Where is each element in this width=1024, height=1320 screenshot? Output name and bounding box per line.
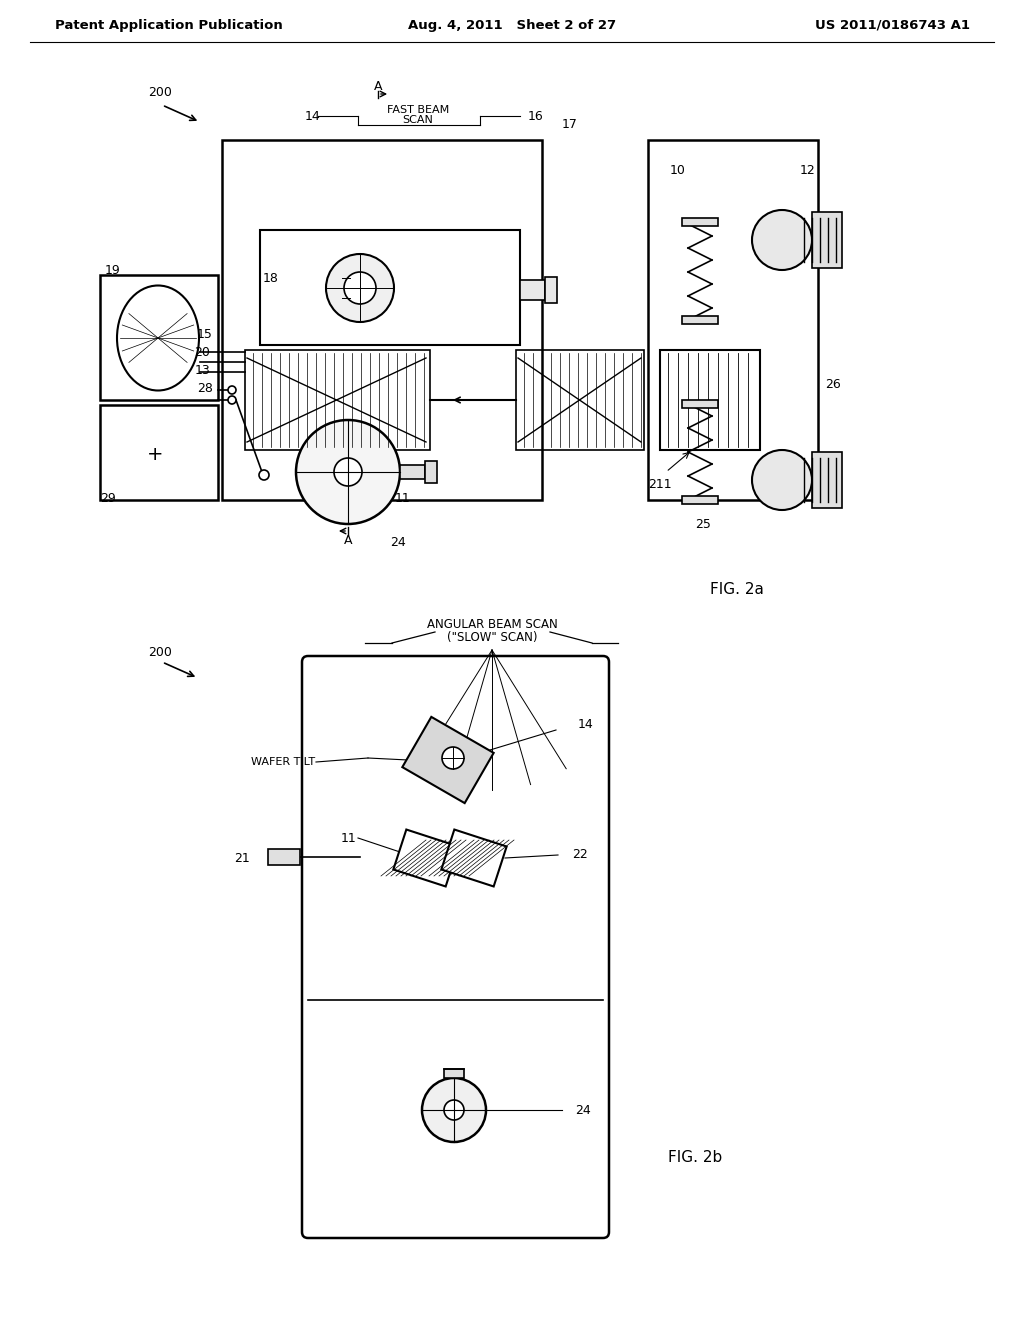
Circle shape xyxy=(444,1100,464,1119)
Bar xyxy=(812,213,842,268)
Bar xyxy=(545,277,557,304)
Text: 21: 21 xyxy=(234,851,250,865)
Text: 24: 24 xyxy=(575,1104,591,1117)
Text: 26: 26 xyxy=(825,379,841,392)
Text: 20: 20 xyxy=(195,346,210,359)
Circle shape xyxy=(752,450,812,510)
Circle shape xyxy=(326,253,394,322)
Text: 12: 12 xyxy=(800,164,816,177)
Bar xyxy=(260,230,520,345)
Text: 24: 24 xyxy=(390,536,406,549)
FancyBboxPatch shape xyxy=(302,656,609,1238)
Text: A: A xyxy=(374,79,382,92)
Polygon shape xyxy=(441,829,507,887)
Text: 22: 22 xyxy=(572,849,588,862)
Bar xyxy=(245,350,430,450)
Text: FAST BEAM: FAST BEAM xyxy=(387,106,450,115)
Bar xyxy=(222,140,542,500)
Circle shape xyxy=(259,470,269,480)
Text: 15: 15 xyxy=(198,329,213,342)
Text: 11: 11 xyxy=(395,491,411,504)
Text: 200: 200 xyxy=(148,645,172,659)
Text: Aug. 4, 2011   Sheet 2 of 27: Aug. 4, 2011 Sheet 2 of 27 xyxy=(408,18,616,32)
Text: +: + xyxy=(146,446,163,465)
Polygon shape xyxy=(393,829,459,887)
Bar xyxy=(812,451,842,508)
Text: 14: 14 xyxy=(304,110,319,123)
Circle shape xyxy=(422,1078,486,1142)
Text: 14: 14 xyxy=(578,718,594,731)
Polygon shape xyxy=(402,717,494,803)
Text: 10: 10 xyxy=(670,164,686,177)
Text: 13: 13 xyxy=(195,363,210,376)
Text: FIG. 2a: FIG. 2a xyxy=(710,582,764,598)
Circle shape xyxy=(442,747,464,770)
Bar xyxy=(268,849,300,865)
Text: 29: 29 xyxy=(100,491,116,504)
Bar xyxy=(660,350,760,450)
Bar xyxy=(100,275,218,400)
Text: 19: 19 xyxy=(105,264,121,276)
Text: A: A xyxy=(344,533,352,546)
Text: 11: 11 xyxy=(340,832,356,845)
Bar xyxy=(400,465,425,479)
Circle shape xyxy=(334,458,362,486)
Circle shape xyxy=(228,396,236,404)
Bar xyxy=(520,280,545,300)
Text: SCAN: SCAN xyxy=(402,115,433,125)
Bar xyxy=(682,315,718,323)
Text: FIG. 2b: FIG. 2b xyxy=(668,1151,722,1166)
Text: 211: 211 xyxy=(648,478,672,491)
Circle shape xyxy=(344,272,376,304)
Bar xyxy=(516,350,644,450)
Bar xyxy=(444,1069,464,1078)
Bar xyxy=(425,461,437,483)
Text: WAFER TILT: WAFER TILT xyxy=(251,756,315,767)
Text: ANGULAR BEAM SCAN: ANGULAR BEAM SCAN xyxy=(427,619,557,631)
Circle shape xyxy=(752,210,812,271)
Text: 18: 18 xyxy=(263,272,279,285)
Text: US 2011/0186743 A1: US 2011/0186743 A1 xyxy=(815,18,970,32)
Circle shape xyxy=(296,420,400,524)
Text: ("SLOW" SCAN): ("SLOW" SCAN) xyxy=(446,631,538,644)
Bar xyxy=(682,400,718,408)
Bar xyxy=(682,218,718,226)
Bar xyxy=(682,496,718,504)
Bar xyxy=(648,140,818,500)
Bar xyxy=(100,405,218,500)
Text: 17: 17 xyxy=(562,119,578,132)
Circle shape xyxy=(228,385,236,393)
Text: Patent Application Publication: Patent Application Publication xyxy=(55,18,283,32)
Text: 25: 25 xyxy=(695,517,711,531)
Text: 28: 28 xyxy=(198,381,213,395)
Text: 16: 16 xyxy=(528,110,544,123)
Text: 200: 200 xyxy=(148,86,172,99)
